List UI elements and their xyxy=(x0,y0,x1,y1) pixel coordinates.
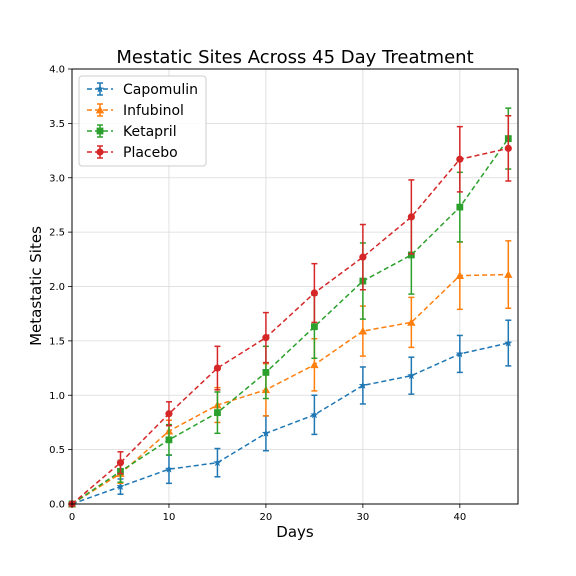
data-point-capomulin xyxy=(455,349,464,358)
legend: Capomulin Infubinol Ketapril Placebo xyxy=(78,75,207,167)
data-point-capomulin xyxy=(407,371,416,380)
data-point-infubinol xyxy=(358,326,368,335)
x-tick-label: 0 xyxy=(69,512,75,523)
series-line-placebo xyxy=(71,147,509,505)
data-point-placebo xyxy=(116,459,125,467)
data-point-capomulin xyxy=(164,465,173,473)
series-line-infubinol xyxy=(71,273,509,505)
data-point-placebo xyxy=(407,213,415,221)
y-axis-label: Metastatic Sites xyxy=(27,226,45,346)
y-tick-label: 1.0 xyxy=(49,391,65,402)
data-point-capomulin xyxy=(213,458,222,467)
data-point-infubinol xyxy=(407,318,416,326)
ticks: 0 10 20 30 40 0.0 0.5 1.0 1.5 2.0 2.5 3.0 3.5 4.0 xyxy=(49,65,466,524)
legend-marker-placebo xyxy=(96,148,104,156)
data-point-capomulin xyxy=(504,338,513,347)
data-point-capomulin xyxy=(310,410,319,419)
y-tick-label: 1.5 xyxy=(49,336,65,347)
x-tick-label: 20 xyxy=(260,512,273,523)
data-point-infubinol xyxy=(310,360,319,369)
y-tick-label: 3.5 xyxy=(49,119,65,130)
data-point-placebo xyxy=(359,253,367,261)
legend-marker-infubinol xyxy=(95,105,105,114)
data-point-placebo xyxy=(310,289,318,297)
legend-entry-ketapril: Ketapril xyxy=(87,124,177,140)
legend-label-infubinol: Infubinol xyxy=(123,103,184,119)
y-tick-label: 0.0 xyxy=(49,500,65,511)
data-point-ketapril xyxy=(262,369,270,376)
data-point-ketapril xyxy=(456,203,464,211)
data-point-capomulin xyxy=(358,381,367,389)
legend-label-placebo: Placebo xyxy=(123,145,178,161)
data-point-placebo xyxy=(262,334,270,342)
chart-title: Mestatic Sites Across 45 Day Treatment xyxy=(116,47,473,68)
data-point-placebo xyxy=(213,364,222,372)
y-tick-label: 2.0 xyxy=(49,282,65,293)
legend-marker-ketapril xyxy=(96,127,104,135)
data-point-ketapril xyxy=(407,251,415,259)
data-point-placebo xyxy=(165,410,173,418)
data-point-capomulin xyxy=(116,482,125,490)
series-line-ketapril xyxy=(71,138,509,505)
legend-entry-capomulin: Capomulin xyxy=(87,82,198,98)
x-tick-label: 30 xyxy=(357,512,370,523)
x-tick-label: 40 xyxy=(453,512,466,523)
data-point-infubinol xyxy=(504,270,513,278)
data-point-ketapril xyxy=(310,323,318,331)
y-tick-label: 0.5 xyxy=(49,445,65,456)
legend-entry-placebo: Placebo xyxy=(87,145,178,161)
legend-box xyxy=(78,75,207,167)
y-tick-label: 2.5 xyxy=(49,228,65,239)
data-point-ketapril xyxy=(214,409,221,417)
legend-label-ketapril: Ketapril xyxy=(123,124,177,140)
legend-marker-capomulin xyxy=(96,84,104,93)
series-layer xyxy=(67,107,513,508)
data-point-capomulin xyxy=(261,429,270,437)
data-point-ketapril xyxy=(165,436,173,444)
y-tick-label: 3.0 xyxy=(49,173,65,184)
x-axis-label: Days xyxy=(276,523,314,541)
data-point-infubinol xyxy=(455,271,465,279)
data-point-placebo xyxy=(456,155,464,163)
series-line-capomulin xyxy=(71,342,509,505)
data-point-placebo xyxy=(504,144,512,152)
y-tick-label: 4.0 xyxy=(49,65,65,76)
series-capomulin xyxy=(68,319,513,508)
series-placebo xyxy=(68,115,512,508)
x-tick-label: 10 xyxy=(163,512,176,523)
legend-label-capomulin: Capomulin xyxy=(123,82,198,98)
legend-entry-infubinol: Infubinol xyxy=(87,103,184,119)
